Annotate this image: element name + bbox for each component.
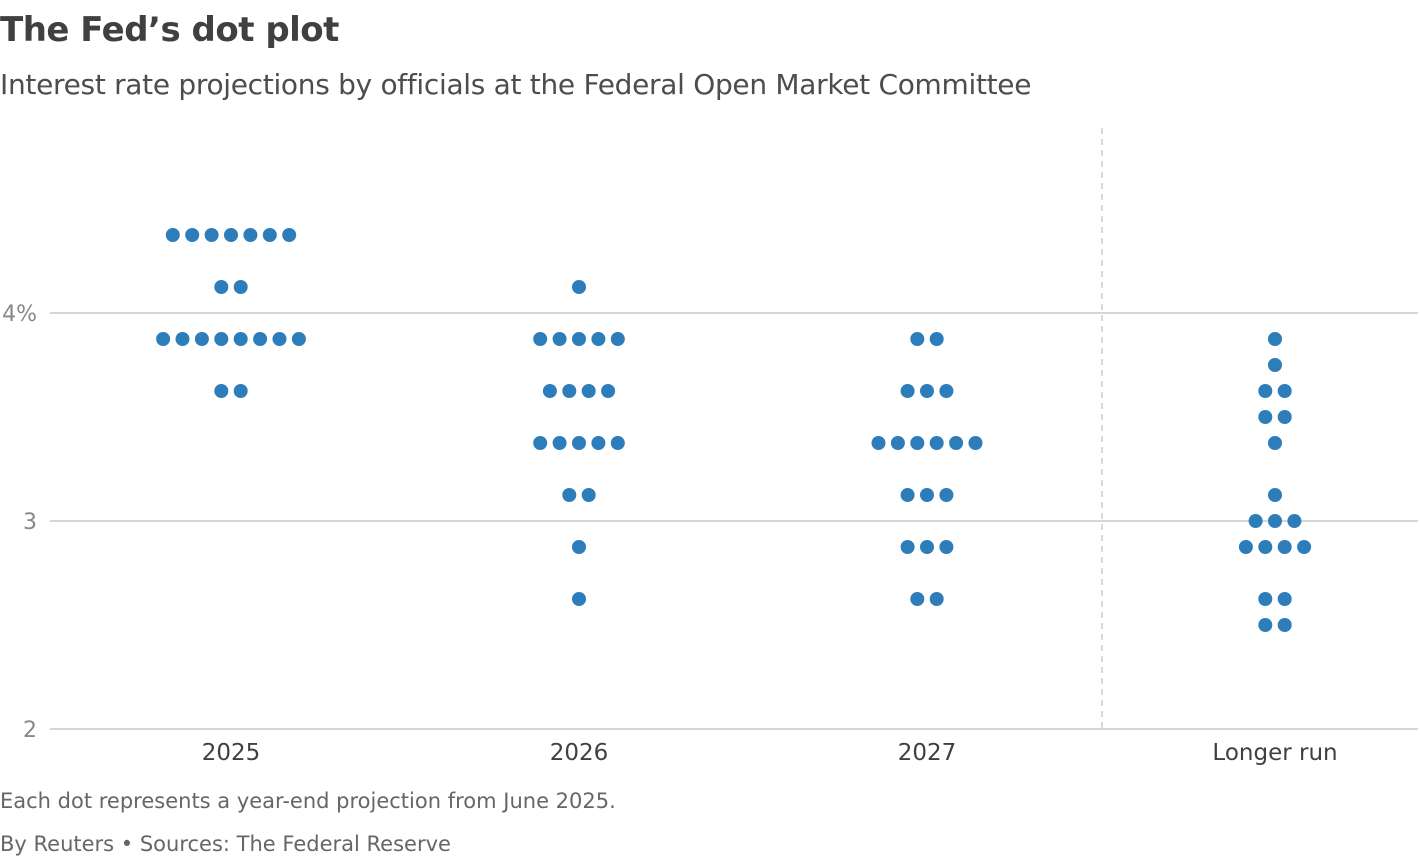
projection-dot xyxy=(610,436,625,450)
projection-dot xyxy=(1277,384,1292,398)
projection-dot xyxy=(591,332,606,346)
projection-dot xyxy=(1268,514,1282,528)
projection-dot xyxy=(194,332,209,346)
y-tick-label: 4% xyxy=(2,302,37,327)
projection-dot xyxy=(929,436,944,450)
projection-dot xyxy=(552,436,567,450)
projection-dot xyxy=(949,436,964,450)
projection-dot xyxy=(1258,410,1273,424)
projection-dot xyxy=(939,384,954,398)
projection-dot xyxy=(1268,358,1282,372)
projection-dot xyxy=(552,332,567,346)
projection-dot xyxy=(214,384,229,398)
projection-dot xyxy=(910,592,925,606)
y-tick-label: 2 xyxy=(23,718,37,743)
projection-dot xyxy=(900,384,915,398)
projection-dot xyxy=(253,332,268,346)
projection-dot xyxy=(156,332,171,346)
projection-dot xyxy=(572,540,586,554)
projection-dot xyxy=(1248,514,1263,528)
projection-dot xyxy=(204,228,219,242)
projection-dot xyxy=(291,332,306,346)
projection-dot xyxy=(920,540,934,554)
chart-note: Each dot represents a year-end projectio… xyxy=(0,789,616,813)
projection-dot xyxy=(910,332,925,346)
projection-dot xyxy=(939,540,954,554)
projection-dot xyxy=(175,332,190,346)
projection-dot xyxy=(581,488,596,502)
projection-dot xyxy=(233,384,248,398)
projection-dot xyxy=(1268,436,1282,450)
projection-dot xyxy=(533,332,548,346)
projection-dot xyxy=(214,280,229,294)
projection-dot xyxy=(1277,540,1292,554)
projection-dot xyxy=(185,228,200,242)
x-tick-label: Longer run xyxy=(1212,740,1337,766)
projection-dot xyxy=(562,384,577,398)
projection-dot xyxy=(243,228,258,242)
projection-dot xyxy=(890,436,905,450)
projection-dot xyxy=(581,384,596,398)
x-tick-label: 2027 xyxy=(898,740,957,766)
projection-dot xyxy=(282,228,297,242)
projection-dot xyxy=(591,436,606,450)
y-tick-label: 3 xyxy=(23,510,37,535)
projection-dot xyxy=(920,488,934,502)
projection-dot xyxy=(224,228,238,242)
projection-dot xyxy=(1268,488,1282,502)
x-tick-label: 2026 xyxy=(550,740,609,766)
chart-title: The Fed’s dot plot xyxy=(0,10,339,50)
projection-dot xyxy=(272,332,287,346)
projection-dot xyxy=(929,332,944,346)
chart-source: By Reuters • Sources: The Federal Reserv… xyxy=(0,832,451,856)
projection-dot xyxy=(214,332,229,346)
projection-dot xyxy=(572,332,586,346)
projection-dot xyxy=(572,592,586,606)
projection-dot xyxy=(1287,514,1302,528)
projection-dot xyxy=(939,488,954,502)
projection-dot xyxy=(262,228,277,242)
projection-dot xyxy=(1297,540,1312,554)
projection-dot xyxy=(165,228,180,242)
projection-dot xyxy=(1268,332,1282,346)
projection-dot xyxy=(900,488,915,502)
projection-dot xyxy=(1277,618,1292,632)
projection-dot xyxy=(1258,384,1273,398)
projection-dot xyxy=(233,332,248,346)
projection-dot xyxy=(542,384,557,398)
projection-dot xyxy=(562,488,577,502)
projection-dot xyxy=(601,384,616,398)
projection-dot xyxy=(968,436,983,450)
chart-subtitle: Interest rate projections by officials a… xyxy=(0,68,1032,101)
projection-dot xyxy=(900,540,915,554)
projection-dot xyxy=(1258,592,1273,606)
projection-dot xyxy=(920,384,934,398)
projection-dot xyxy=(572,436,586,450)
projection-dot xyxy=(1277,592,1292,606)
x-tick-label: 2025 xyxy=(202,740,261,766)
projection-dot xyxy=(929,592,944,606)
projection-dot xyxy=(533,436,548,450)
projection-dot xyxy=(1238,540,1253,554)
projection-dot xyxy=(1258,618,1273,632)
projection-dot xyxy=(871,436,886,450)
projection-dot xyxy=(610,332,625,346)
projection-dot xyxy=(233,280,248,294)
projection-dot xyxy=(1277,410,1292,424)
projection-dot xyxy=(910,436,925,450)
projection-dot xyxy=(1258,540,1273,554)
projection-dot xyxy=(572,280,586,294)
